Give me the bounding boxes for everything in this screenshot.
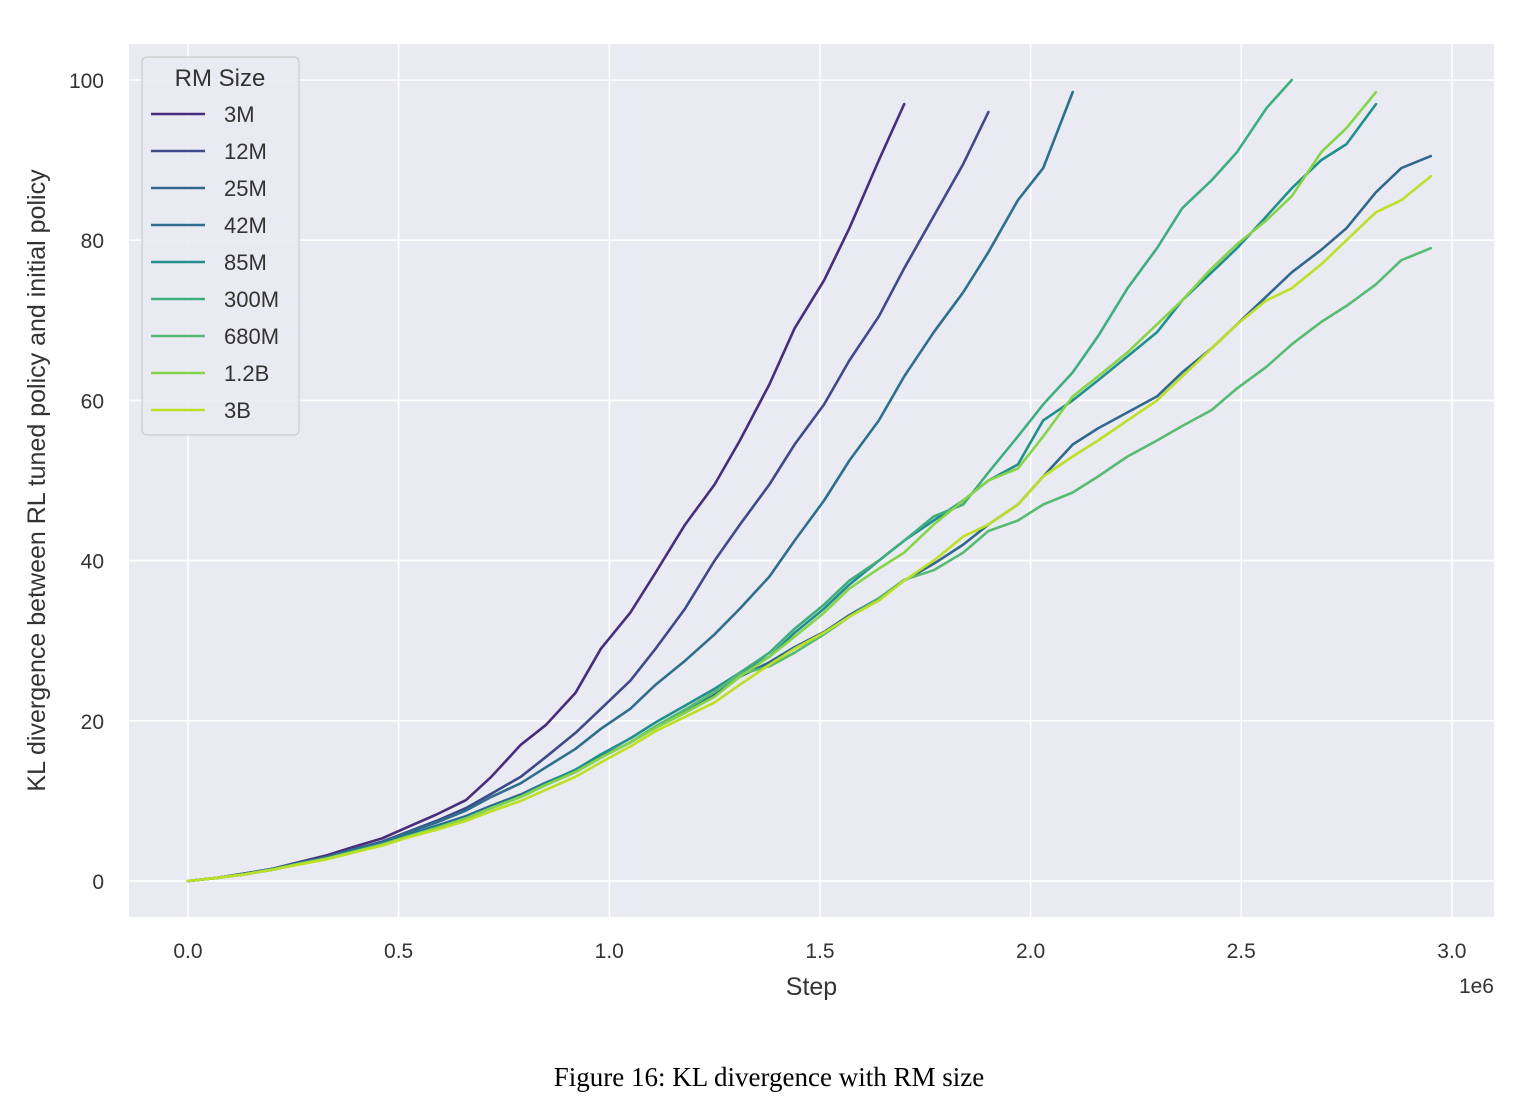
legend-label: 3B — [224, 398, 251, 423]
legend-label: 3M — [224, 102, 255, 127]
x-tick-label: 0.0 — [173, 940, 202, 963]
series-line-3B — [186, 174, 1433, 883]
y-tick-label: 100 — [69, 70, 104, 93]
x-axis-offset-label: 1e6 — [1459, 975, 1494, 998]
x-tick-labels: 0.0 0.5 1.0 1.5 2.0 2.5 3.0 — [173, 940, 1466, 963]
x-tick-label: 1.5 — [805, 940, 834, 963]
legend-label: 85M — [224, 250, 267, 275]
legend-label: 12M — [224, 139, 267, 164]
x-axis-label: Step — [786, 973, 837, 1001]
legend-label: 680M — [224, 324, 279, 349]
y-tick-labels: 0 20 40 60 80 100 — [69, 70, 104, 894]
plot-area — [129, 44, 1494, 917]
y-tick-label: 60 — [81, 390, 104, 413]
legend-items: 3M 12M 25M 42M 85M 300M 680M 1.2B 3B — [151, 102, 279, 423]
legend-label: 1.2B — [224, 361, 269, 386]
y-tick-label: 40 — [81, 551, 104, 574]
y-axis-label: KL divergence between RL tuned policy an… — [23, 169, 51, 792]
legend: RM Size 3M 12M 25M 42M 85M 300M 680M 1.2B 3B — [141, 56, 300, 436]
y-tick-label: 20 — [81, 711, 104, 734]
legend-label: 25M — [224, 176, 267, 201]
legend-label: 300M — [224, 287, 279, 312]
y-tick-label: 0 — [92, 871, 104, 894]
x-tick-label: 1.0 — [595, 940, 624, 963]
x-tick-label: 2.0 — [1016, 940, 1045, 963]
grid-lines — [129, 44, 1494, 917]
x-tick-label: 0.5 — [384, 940, 413, 963]
legend-label: 42M — [224, 213, 267, 238]
x-tick-label: 2.5 — [1227, 940, 1256, 963]
series-lines — [186, 78, 1433, 883]
series-line-42M — [186, 90, 1074, 883]
x-tick-label: 3.0 — [1437, 940, 1466, 963]
figure-caption: Figure 16: KL divergence with RM size — [553, 1062, 985, 1092]
legend-title: RM Size — [175, 65, 266, 92]
y-tick-label: 80 — [81, 230, 104, 253]
